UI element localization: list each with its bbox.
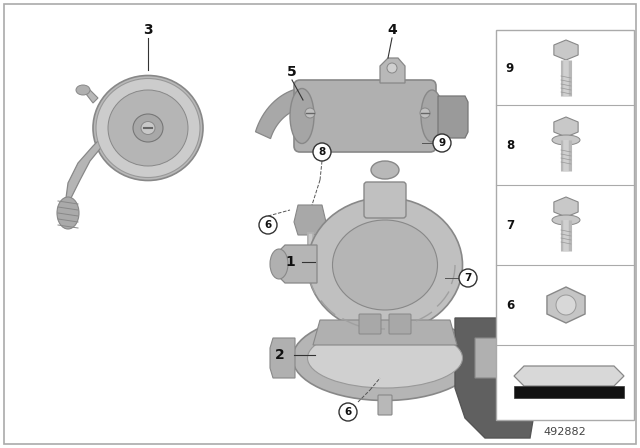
Polygon shape [255, 87, 365, 138]
Ellipse shape [552, 135, 580, 145]
Ellipse shape [307, 328, 463, 388]
Ellipse shape [133, 114, 163, 142]
FancyBboxPatch shape [359, 314, 381, 334]
FancyBboxPatch shape [389, 314, 411, 334]
Text: 6: 6 [344, 407, 351, 417]
Polygon shape [83, 88, 98, 103]
FancyBboxPatch shape [294, 80, 436, 152]
Circle shape [433, 134, 451, 152]
Ellipse shape [307, 198, 463, 332]
Text: 6: 6 [506, 298, 514, 311]
Text: 9: 9 [506, 61, 514, 74]
Circle shape [420, 108, 430, 118]
Text: 8: 8 [506, 138, 514, 151]
Polygon shape [554, 197, 578, 217]
Ellipse shape [333, 220, 438, 310]
Ellipse shape [290, 89, 314, 143]
Polygon shape [313, 320, 457, 345]
Ellipse shape [270, 249, 288, 279]
Circle shape [339, 403, 357, 421]
Polygon shape [294, 205, 326, 235]
Polygon shape [554, 117, 578, 137]
Ellipse shape [292, 315, 477, 401]
Ellipse shape [96, 78, 200, 177]
Text: 8: 8 [318, 147, 326, 157]
FancyBboxPatch shape [496, 30, 634, 420]
Polygon shape [554, 40, 578, 60]
Polygon shape [455, 318, 535, 438]
FancyBboxPatch shape [4, 4, 636, 444]
Polygon shape [270, 338, 295, 378]
Text: 492882: 492882 [543, 427, 586, 437]
Ellipse shape [371, 161, 399, 179]
Text: 5: 5 [287, 65, 297, 79]
Text: 7: 7 [464, 273, 472, 283]
Ellipse shape [108, 90, 188, 166]
Text: 1: 1 [285, 255, 295, 269]
Polygon shape [514, 386, 624, 398]
Ellipse shape [93, 76, 203, 181]
Polygon shape [66, 136, 110, 200]
Text: 9: 9 [438, 138, 445, 148]
FancyBboxPatch shape [364, 182, 406, 218]
Text: 2: 2 [275, 348, 285, 362]
Polygon shape [277, 245, 317, 283]
Ellipse shape [141, 121, 155, 134]
Circle shape [387, 63, 397, 73]
Ellipse shape [421, 90, 443, 142]
Circle shape [313, 143, 331, 161]
Ellipse shape [57, 197, 79, 229]
Ellipse shape [552, 215, 580, 225]
Polygon shape [380, 58, 405, 83]
Polygon shape [475, 338, 500, 378]
Text: 7: 7 [506, 219, 514, 232]
Circle shape [259, 216, 277, 234]
Circle shape [556, 295, 576, 315]
Text: 4: 4 [387, 23, 397, 37]
Ellipse shape [76, 85, 90, 95]
Polygon shape [438, 96, 468, 138]
Polygon shape [514, 366, 624, 386]
Circle shape [305, 108, 315, 118]
Polygon shape [547, 287, 585, 323]
Text: 6: 6 [264, 220, 271, 230]
Text: 3: 3 [143, 23, 153, 37]
Circle shape [459, 269, 477, 287]
FancyBboxPatch shape [378, 395, 392, 415]
